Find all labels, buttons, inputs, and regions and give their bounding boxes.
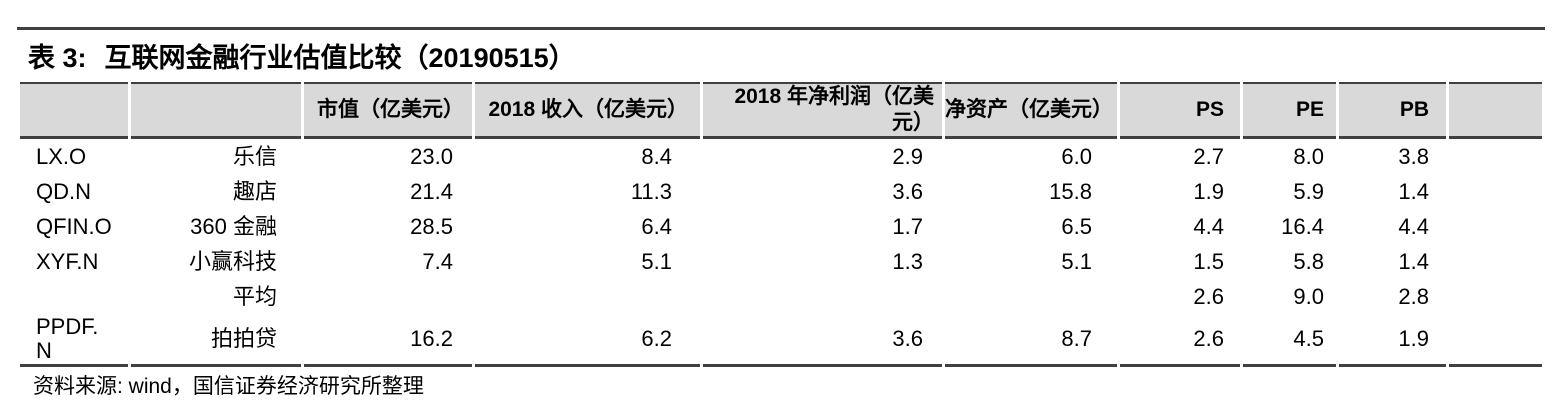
cell-blank bbox=[1449, 244, 1542, 279]
cell-revenue-2018 bbox=[475, 279, 700, 314]
col-header-market-cap: 市值（亿美元） bbox=[304, 82, 472, 139]
cell-net-assets bbox=[945, 279, 1117, 314]
cell-net-profit-2018: 1.3 bbox=[892, 248, 923, 274]
cell-blank bbox=[1449, 279, 1542, 314]
cell-revenue-2018: 8.4 bbox=[641, 143, 672, 169]
cell-ticker bbox=[20, 279, 128, 314]
cell-market-cap: 23.0 bbox=[410, 143, 453, 169]
cell-ps: 2.6 bbox=[1193, 283, 1224, 309]
cell-blank bbox=[1449, 174, 1542, 209]
col-header-company bbox=[131, 82, 301, 139]
table-row-average: 平均 2.6 9.0 2.8 bbox=[20, 279, 1542, 314]
cell-pb: 3.8 bbox=[1398, 143, 1429, 169]
cell-ticker: PPDF.N bbox=[20, 314, 128, 367]
report-table-figure: 表 3: 互联网金融行业估值比较（20190515） 市值（亿美元） 2018 收… bbox=[17, 27, 1545, 400]
cell-pb: 1.9 bbox=[1339, 314, 1446, 367]
cell-company-name: 小赢科技 bbox=[188, 248, 277, 274]
cell-pe: 8.0 bbox=[1293, 143, 1324, 169]
cell-ticker: XYF.N bbox=[36, 248, 99, 274]
cell-net-profit-2018: 3.6 bbox=[703, 314, 942, 367]
cell-revenue-2018: 6.4 bbox=[641, 213, 672, 239]
col-header-net-profit-2018: 2018 年净利润（亿美元） bbox=[703, 82, 942, 139]
cell-ps: 1.5 bbox=[1193, 248, 1224, 274]
col-header-ticker bbox=[20, 82, 128, 139]
cell-company-name: 平均 bbox=[232, 283, 277, 309]
table-title-text: 互联网金融行业估值比较（20190515） bbox=[104, 43, 576, 73]
table-title: 表 3: 互联网金融行业估值比较（20190515） bbox=[28, 38, 1545, 78]
cell-ps: 2.7 bbox=[1193, 143, 1224, 169]
cell-company-name: 趣店 bbox=[232, 178, 277, 204]
table-number-label: 表 3: bbox=[28, 43, 87, 73]
cell-pb: 1.4 bbox=[1398, 178, 1429, 204]
col-header-pe: PE bbox=[1243, 82, 1336, 139]
table-row: XYF.N 小赢科技 7.4 5.1 1.3 5.1 1.5 5.8 1.4 bbox=[20, 244, 1542, 279]
cell-market-cap: 28.5 bbox=[410, 213, 453, 239]
cell-pe: 5.8 bbox=[1293, 248, 1324, 274]
col-header-net-assets: 净资产（亿美元） bbox=[945, 82, 1117, 139]
col-header-revenue-2018: 2018 收入（亿美元） bbox=[475, 82, 700, 139]
cell-blank bbox=[1449, 314, 1542, 367]
cell-revenue-2018: 11.3 bbox=[630, 178, 672, 204]
cell-market-cap: 7.4 bbox=[422, 248, 453, 274]
source-note: 资料来源: wind，国信证券经济研究所整理 bbox=[33, 375, 424, 398]
valuation-table: 市值（亿美元） 2018 收入（亿美元） 2018 年净利润（亿美元） 净资产（… bbox=[17, 82, 1545, 367]
table-row: QD.N 趣店 21.4 11.3 3.6 15.8 1.9 5.9 1.4 bbox=[20, 174, 1542, 209]
cell-net-assets: 5.1 bbox=[1061, 248, 1092, 274]
cell-revenue-2018: 5.1 bbox=[641, 248, 672, 274]
cell-market-cap bbox=[304, 279, 472, 314]
cell-pb: 1.4 bbox=[1398, 248, 1429, 274]
col-header-blank bbox=[1449, 82, 1542, 139]
cell-ticker: QFIN.O bbox=[36, 213, 112, 239]
cell-blank bbox=[1449, 139, 1542, 174]
cell-net-profit-2018: 2.9 bbox=[892, 143, 923, 169]
col-header-pb: PB bbox=[1339, 82, 1446, 139]
cell-market-cap: 16.2 bbox=[304, 314, 472, 367]
cell-net-assets: 6.5 bbox=[1061, 213, 1092, 239]
cell-ticker: LX.O bbox=[36, 143, 87, 169]
cell-pb: 4.4 bbox=[1398, 213, 1429, 239]
cell-net-profit-2018 bbox=[703, 279, 942, 314]
cell-net-profit-2018: 3.6 bbox=[892, 178, 923, 204]
cell-market-cap: 21.4 bbox=[410, 178, 453, 204]
col-header-ps: PS bbox=[1120, 82, 1240, 139]
cell-ps: 2.6 bbox=[1120, 314, 1240, 367]
cell-net-assets: 15.8 bbox=[1049, 178, 1092, 204]
cell-company-name: 拍拍贷 bbox=[131, 314, 301, 367]
cell-pe: 5.9 bbox=[1293, 178, 1324, 204]
cell-net-profit-2018: 1.7 bbox=[892, 213, 923, 239]
table-row: LX.O 乐信 23.0 8.4 2.9 6.0 2.7 8.0 3.8 bbox=[20, 139, 1542, 174]
cell-blank bbox=[1449, 209, 1542, 244]
cell-company-name: 乐信 bbox=[232, 143, 277, 169]
cell-net-assets: 6.0 bbox=[1061, 143, 1092, 169]
cell-pe: 4.5 bbox=[1243, 314, 1336, 367]
cell-company-name: 360 金融 bbox=[190, 213, 277, 239]
table-row: PPDF.N 拍拍贷 16.2 6.2 3.6 8.7 2.6 4.5 1.9 bbox=[20, 314, 1542, 367]
cell-pe: 9.0 bbox=[1293, 283, 1324, 309]
table-row: QFIN.O 360 金融 28.5 6.4 1.7 6.5 4.4 16.4 … bbox=[20, 209, 1542, 244]
cell-net-assets: 8.7 bbox=[945, 314, 1117, 367]
top-rule-divider bbox=[17, 27, 1545, 30]
cell-pe: 16.4 bbox=[1281, 213, 1324, 239]
cell-pb: 2.8 bbox=[1398, 283, 1429, 309]
header-row: 市值（亿美元） 2018 收入（亿美元） 2018 年净利润（亿美元） 净资产（… bbox=[20, 82, 1542, 139]
cell-revenue-2018: 6.2 bbox=[475, 314, 700, 367]
cell-ps: 4.4 bbox=[1193, 213, 1224, 239]
cell-ticker: QD.N bbox=[36, 178, 91, 204]
cell-ps: 1.9 bbox=[1193, 178, 1224, 204]
